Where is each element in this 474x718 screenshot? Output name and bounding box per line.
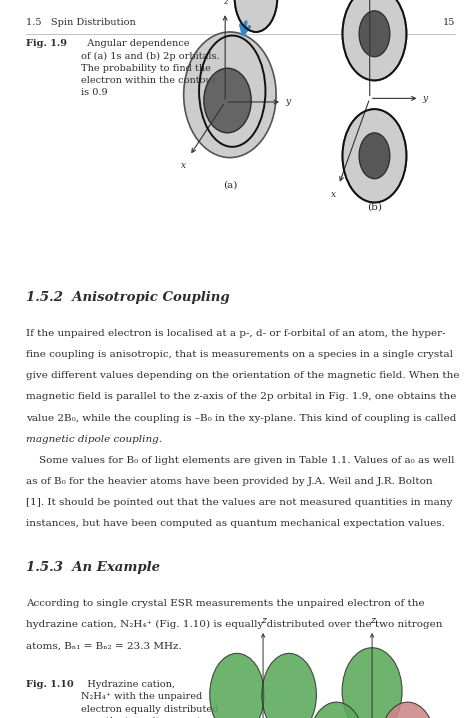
Text: instances, but have been computed as quantum mechanical expectation values.: instances, but have been computed as qua… (26, 519, 445, 528)
Text: Some values for B₀ of light elements are given in Table 1.1. Values of a₀ as wel: Some values for B₀ of light elements are… (26, 456, 455, 465)
Text: z: z (370, 616, 374, 625)
Text: as of B₀ for the heavier atoms have been provided by J.A. Weil and J.R. Bolton: as of B₀ for the heavier atoms have been… (26, 477, 433, 486)
Ellipse shape (204, 68, 251, 133)
Text: give different values depending on the orientation of the magnetic field. When t: give different values depending on the o… (26, 371, 460, 381)
Text: Hydrazine cation,
N₂H₄⁺ with the unpaired
electron equally distributed
over the : Hydrazine cation, N₂H₄⁺ with the unpaire… (81, 680, 221, 718)
Text: value 2B₀, while the coupling is –B₀ in the xy-plane. This kind of coupling is c: value 2B₀, while the coupling is –B₀ in … (26, 414, 456, 423)
Ellipse shape (210, 653, 264, 718)
Text: If the unpaired electron is localised at a p-, d- or f-orbital of an atom, the h: If the unpaired electron is localised at… (26, 329, 446, 338)
Text: magnetic field is parallel to the z-axis of the 2p orbital in Fig. 1.9, one obta: magnetic field is parallel to the z-axis… (26, 392, 456, 401)
Text: magnetic dipole coupling.: magnetic dipole coupling. (26, 434, 162, 444)
Text: x: x (331, 190, 337, 200)
Text: 1.5.2  Anisotropic Coupling: 1.5.2 Anisotropic Coupling (26, 291, 230, 304)
Text: Angular dependence
of (a) 1s and (b) 2p orbitals.
The probability to find the
el: Angular dependence of (a) 1s and (b) 2p … (81, 39, 219, 97)
Text: (a): (a) (223, 181, 237, 190)
Text: Fig. 1.9: Fig. 1.9 (26, 39, 67, 49)
Ellipse shape (359, 133, 390, 179)
Text: 1.5   Spin Distribution: 1.5 Spin Distribution (26, 18, 136, 27)
Ellipse shape (342, 0, 407, 80)
Text: 1.5.3  An Example: 1.5.3 An Example (26, 561, 160, 574)
Ellipse shape (309, 702, 364, 718)
Text: fine coupling is anisotropic, that is measurements on a species in a single crys: fine coupling is anisotropic, that is me… (26, 350, 453, 359)
Text: z: z (223, 0, 228, 6)
Ellipse shape (359, 11, 390, 57)
Ellipse shape (183, 32, 276, 158)
Text: atoms, Bₙ₁ = Bₙ₂ = 23.3 MHz.: atoms, Bₙ₁ = Bₙ₂ = 23.3 MHz. (26, 641, 182, 651)
Text: hydrazine cation, N₂H₄⁺ (Fig. 1.10) is equally distributed over the two nitrogen: hydrazine cation, N₂H₄⁺ (Fig. 1.10) is e… (26, 620, 443, 629)
Text: z: z (261, 616, 265, 625)
Text: [1]. It should be pointed out that the values are not measured quantities in man: [1]. It should be pointed out that the v… (26, 498, 453, 508)
Text: y: y (286, 98, 291, 106)
Ellipse shape (342, 648, 402, 718)
Text: Fig. 1.10: Fig. 1.10 (26, 680, 74, 689)
Ellipse shape (380, 702, 435, 718)
Ellipse shape (342, 109, 407, 202)
Ellipse shape (235, 0, 277, 32)
Text: y: y (423, 94, 428, 103)
Text: (b): (b) (367, 202, 382, 212)
Text: According to single crystal ESR measurements the unpaired electron of the: According to single crystal ESR measurem… (26, 599, 425, 608)
Ellipse shape (262, 653, 317, 718)
Text: 15: 15 (443, 18, 455, 27)
Text: x: x (181, 161, 186, 170)
